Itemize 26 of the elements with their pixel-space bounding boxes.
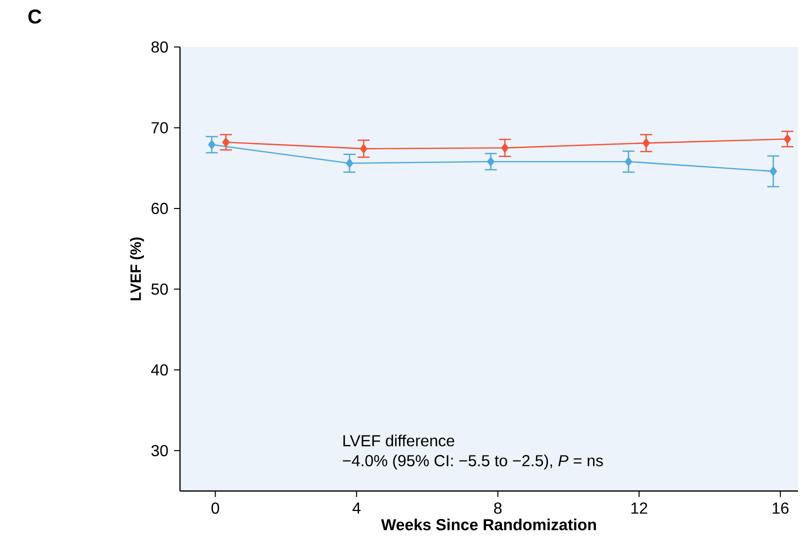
point <box>208 140 216 150</box>
x-tick-label: 0 <box>212 502 220 514</box>
y-axis-title: LVEF (%) <box>130 238 144 300</box>
y-tick-label: 50 <box>151 284 168 295</box>
y-tick-label: 70 <box>152 122 168 134</box>
point <box>487 156 494 166</box>
annotation: LVEF difference <box>343 434 454 446</box>
point <box>501 143 509 153</box>
y-tick-label: 60 <box>152 202 168 214</box>
x-tick-label: 4 <box>352 502 361 514</box>
point <box>346 158 354 168</box>
point <box>222 138 230 147</box>
x-tick-label: 8 <box>494 502 502 514</box>
x-tick-label: 12 <box>631 502 648 514</box>
y-tick-label: 40 <box>151 364 168 376</box>
annotation: −4.0% (95% CI: −5.5 to −2.5), P = ns <box>342 454 603 470</box>
x-axis-title: Weeks Since Randomization <box>381 518 596 530</box>
y-tick-label: 30 <box>151 444 168 456</box>
x-tick-label: 16 <box>772 502 789 514</box>
point <box>770 166 777 176</box>
y-tick-label: 80 <box>151 41 168 53</box>
point <box>624 156 632 166</box>
point <box>784 134 792 144</box>
point <box>642 138 650 148</box>
point <box>360 144 368 154</box>
chart-title: C <box>28 10 42 24</box>
